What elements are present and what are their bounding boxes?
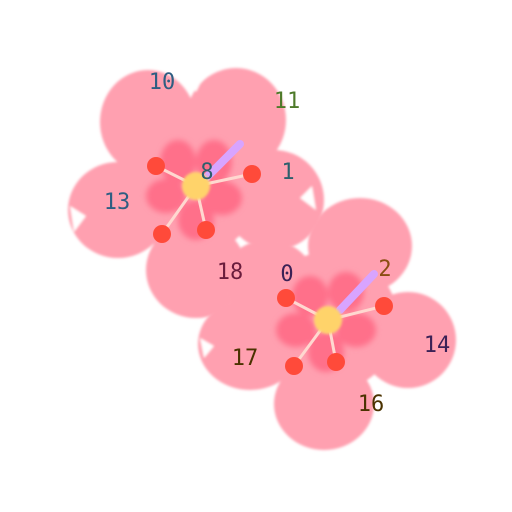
flower-right-center	[314, 306, 342, 334]
stamen-tip	[153, 225, 171, 243]
stamen-tip	[197, 221, 215, 239]
stamen-tip	[277, 289, 295, 307]
flower-left-center	[182, 172, 210, 200]
flower-left-notch	[186, 72, 206, 92]
flower-right	[198, 198, 456, 450]
flower-right-notch	[404, 212, 424, 222]
flower-right-notch	[440, 384, 452, 398]
number-2[interactable]: 2	[378, 257, 391, 282]
stamen-tip	[327, 353, 345, 371]
flower-right-stamens	[277, 270, 393, 375]
pistil	[202, 140, 244, 182]
flower-left	[68, 68, 324, 318]
flower-left-stamens	[147, 140, 261, 243]
number-16[interactable]: 16	[358, 392, 385, 417]
stamen-tip	[147, 157, 165, 175]
number-14[interactable]: 14	[424, 333, 451, 358]
number-17[interactable]: 17	[232, 346, 259, 371]
number-10[interactable]: 10	[149, 70, 176, 95]
flower-right-inner	[276, 272, 376, 372]
stamen-tip	[375, 297, 393, 315]
flower-left-notch	[300, 186, 316, 210]
pistil	[336, 270, 378, 314]
flower-left-notch	[70, 206, 86, 232]
number-0[interactable]: 0	[280, 262, 293, 287]
stamen-tip	[243, 165, 261, 183]
number-1[interactable]: 1	[281, 160, 294, 185]
number-18[interactable]: 18	[217, 260, 244, 285]
number-11[interactable]: 11	[274, 89, 301, 114]
flower-left-inner	[146, 140, 242, 240]
flower-right-notch	[200, 338, 214, 358]
stamen-tip	[285, 357, 303, 375]
number-13[interactable]: 13	[104, 190, 131, 215]
number-8[interactable]: 8	[200, 160, 213, 185]
number-labels: 10 11 8 1 13 18 0 2 14 17 16	[104, 70, 451, 417]
